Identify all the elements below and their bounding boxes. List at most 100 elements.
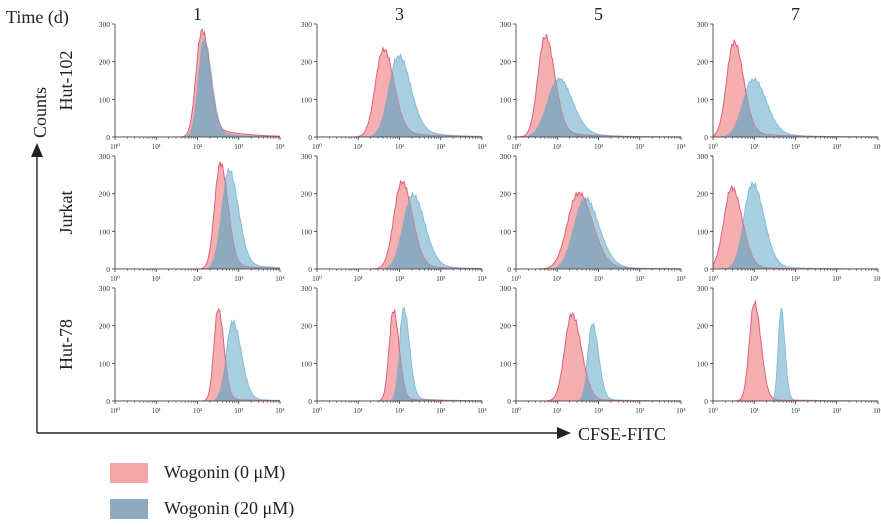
panel-hut-102-day-1: 0 100 200 300 10⁰ 10¹ 10² 10³ 10⁴ (99, 20, 286, 151)
x-tick-label: 10³ (234, 143, 243, 151)
x-tick-label: 10² (594, 143, 603, 151)
histogram-overlap (713, 93, 878, 137)
x-tick-label: 10¹ (354, 275, 363, 283)
panel-plot-area (713, 38, 878, 137)
x-tick-label: 10³ (436, 407, 445, 415)
panel-plot-area (317, 45, 482, 137)
y-tick-label: 100 (697, 227, 709, 236)
x-tick-label: 10⁰ (511, 275, 521, 283)
row-label-hut-78: Hut-78 (56, 319, 76, 370)
time-label: Time (d) (6, 7, 69, 28)
y-tick-label: 0 (106, 397, 110, 406)
panel-jurkat-day-5: 0 100 200 300 10⁰ 10¹ 10² 10³ 10⁴ (500, 152, 687, 283)
legend-item-0: Wogonin (0 μM) (110, 462, 285, 483)
x-tick-label: 10⁰ (708, 143, 718, 151)
x-tick-label: 10⁴ (275, 143, 285, 151)
y-tick-label: 200 (99, 58, 111, 67)
y-tick-label: 0 (308, 265, 312, 274)
x-tick-label: 10¹ (354, 407, 363, 415)
y-tick-label: 100 (500, 359, 512, 368)
panel-plot-area (713, 299, 878, 401)
panel-plot-area (713, 181, 878, 269)
y-tick-label: 0 (106, 265, 110, 274)
histogram-overlap (115, 36, 280, 137)
legend-label-0: Wogonin (0 μM) (164, 462, 286, 482)
x-tick-label: 10³ (436, 275, 445, 283)
histogram-wogonin-20 (713, 307, 878, 401)
histogram-wogonin-0 (115, 28, 280, 137)
column-label-3: 3 (395, 4, 404, 24)
y-tick-label: 0 (308, 397, 312, 406)
x-tick-label: 10¹ (152, 407, 161, 415)
panel-hut-78-day-3: 0 100 200 300 10⁰ 10¹ 10² 10³ 10⁴ (301, 284, 488, 415)
x-tick-label: 10² (791, 407, 800, 415)
y-tick-label: 100 (99, 359, 111, 368)
panel-plot-area (115, 308, 280, 401)
x-tick-label: 10⁴ (275, 407, 285, 415)
x-tick-label: 10⁰ (708, 275, 718, 283)
y-tick-label: 100 (500, 227, 512, 236)
y-tick-label: 0 (704, 133, 708, 142)
y-tick-label: 0 (704, 397, 708, 406)
histogram-wogonin-0 (115, 160, 280, 269)
y-tick-label: 200 (301, 190, 313, 199)
panel-hut-102-day-5: 0 100 200 300 10⁰ 10¹ 10² 10³ 10⁴ (500, 20, 687, 151)
x-tick-label: 10⁰ (312, 143, 322, 151)
y-tick-label: 200 (500, 322, 512, 331)
panel-jurkat-day-3: 0 100 200 300 10⁰ 10¹ 10² 10³ 10⁴ (301, 152, 488, 283)
panel-plot-area (516, 34, 681, 137)
y-axis-title: Counts (30, 87, 50, 138)
column-labels: 1 3 5 7 (193, 4, 800, 24)
y-tick-label: 300 (697, 20, 709, 29)
x-tick-label: 10⁰ (110, 407, 120, 415)
y-tick-label: 0 (704, 265, 708, 274)
x-tick-label: 10³ (436, 143, 445, 151)
x-axis-title: CFSE-FITC (578, 424, 666, 444)
row-labels: Hut-102 Jurkat Hut-78 (56, 51, 76, 371)
panel-plot-area (317, 306, 482, 401)
x-tick-label: 10⁰ (511, 407, 521, 415)
histogram-overlap (317, 200, 482, 269)
x-tick-label: 10³ (234, 407, 243, 415)
x-tick-label: 10¹ (152, 143, 161, 151)
panel-hut-78-day-5: 0 100 200 300 10⁰ 10¹ 10² 10³ 10⁴ (500, 284, 687, 415)
x-tick-label: 10¹ (750, 275, 759, 283)
histogram-wogonin-20 (115, 168, 280, 269)
x-tick-label: 10² (395, 143, 404, 151)
y-tick-label: 300 (301, 284, 313, 293)
x-tick-label: 10¹ (553, 407, 562, 415)
y-tick-label: 200 (301, 58, 313, 67)
y-tick-label: 0 (106, 133, 110, 142)
panel-jurkat-day-7: 0 100 200 300 10⁰ 10¹ 10² 10³ 10⁴ (697, 152, 881, 283)
panel-hut-102-day-3: 0 100 200 300 10⁰ 10¹ 10² 10³ 10⁴ (301, 20, 488, 151)
y-tick-label: 0 (507, 397, 511, 406)
x-tick-label: 10⁴ (873, 407, 881, 415)
x-arrow-head-icon (557, 427, 571, 439)
x-tick-label: 10³ (832, 275, 841, 283)
x-tick-label: 10² (193, 143, 202, 151)
x-tick-label: 10³ (635, 143, 644, 151)
x-tick-label: 10³ (832, 143, 841, 151)
y-tick-label: 100 (697, 95, 709, 104)
x-tick-label: 10⁰ (110, 143, 120, 151)
y-tick-label: 300 (697, 284, 709, 293)
panel-plot-area (115, 160, 280, 269)
panel-hut-102-day-7: 0 100 200 300 10⁰ 10¹ 10² 10³ 10⁴ (697, 20, 881, 151)
legend-swatch-0 (110, 462, 148, 483)
y-tick-label: 100 (99, 227, 111, 236)
y-tick-label: 300 (697, 152, 709, 161)
column-label-5: 5 (594, 4, 603, 24)
x-tick-label: 10¹ (750, 143, 759, 151)
y-tick-label: 300 (99, 284, 111, 293)
histogram-wogonin-20 (516, 321, 681, 401)
x-tick-label: 10³ (832, 407, 841, 415)
x-tick-label: 10⁰ (708, 407, 718, 415)
x-tick-label: 10⁰ (312, 407, 322, 415)
y-tick-label: 100 (301, 227, 313, 236)
x-tick-label: 10¹ (152, 275, 161, 283)
y-tick-label: 100 (500, 95, 512, 104)
y-tick-label: 300 (301, 152, 313, 161)
column-label-7: 7 (791, 4, 800, 24)
